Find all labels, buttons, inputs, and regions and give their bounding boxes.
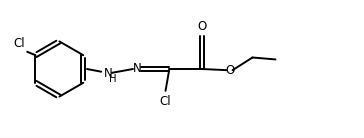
Text: H: H — [109, 74, 116, 84]
Text: Cl: Cl — [160, 95, 171, 108]
Text: N: N — [132, 63, 141, 75]
Text: O: O — [197, 20, 206, 33]
Text: O: O — [225, 64, 234, 77]
Text: N: N — [104, 67, 112, 80]
Text: Cl: Cl — [14, 37, 25, 50]
